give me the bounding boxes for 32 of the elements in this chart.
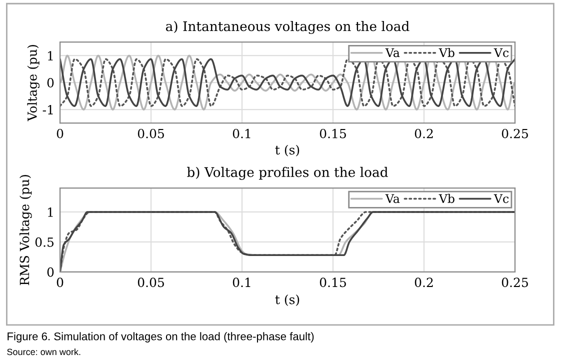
- chart-title: b) Voltage profiles on the load: [187, 166, 388, 180]
- y-tick-label: 1: [48, 207, 53, 217]
- x-tick-label: 0.25: [502, 128, 528, 138]
- y-axis-title: RMS Voltage (pu): [20, 175, 32, 286]
- x-tick-label: 0.15: [320, 278, 346, 288]
- legend-label: Vb: [438, 48, 454, 58]
- x-tick-label: 0.1: [232, 128, 250, 138]
- y-axis-title: Voltage (pu): [27, 45, 40, 122]
- legend-label: Va: [385, 48, 400, 58]
- source-note: Source: own work.: [7, 348, 80, 356]
- y-tick-label: 0.5: [35, 237, 54, 247]
- legend-label: Vc: [494, 194, 509, 204]
- x-tick-label: 0: [56, 278, 64, 288]
- x-tick-label: 0.05: [138, 128, 164, 138]
- x-tick-label: 0: [56, 128, 64, 138]
- y-tick-label: 0: [47, 78, 54, 88]
- x-axis-title: t (s): [275, 294, 300, 306]
- chart-title: a) Intantaneous voltages on the load: [166, 20, 410, 34]
- x-axis-title: t (s): [275, 144, 300, 156]
- legend-label: Vc: [494, 48, 509, 58]
- x-tick-label: 0.05: [138, 278, 164, 288]
- caption: Figure 6. Simulation of voltages on the load (three-phase fault): [8, 332, 314, 343]
- legend-label: Va: [385, 194, 400, 204]
- y-tick-label: 0: [47, 267, 54, 277]
- legend-label: Vb: [438, 194, 454, 204]
- y-tick-label: 1: [48, 51, 53, 60]
- x-tick-label: 0.15: [320, 128, 346, 138]
- y-tick-label: -1: [42, 105, 53, 114]
- x-tick-label: 0.25: [502, 278, 528, 288]
- x-tick-label: 0.2: [414, 128, 433, 138]
- x-tick-label: 0.1: [232, 278, 250, 288]
- x-tick-label: 0.2: [414, 278, 433, 288]
